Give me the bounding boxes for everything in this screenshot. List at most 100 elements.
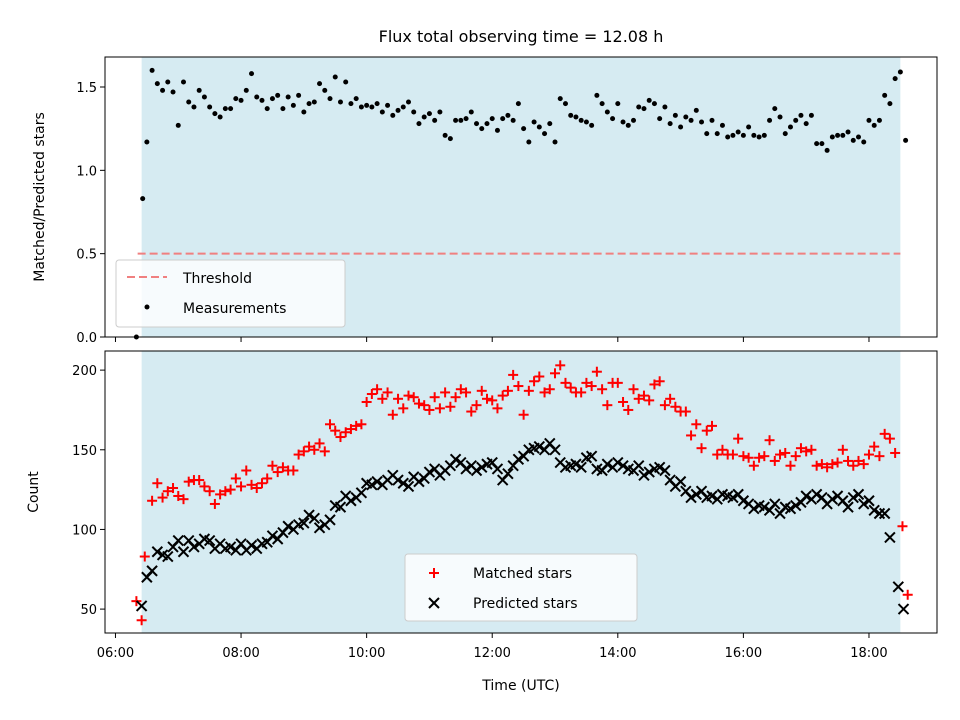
matched-star-point <box>775 449 786 460</box>
matched-star-point <box>858 459 869 470</box>
measurement-point <box>562 101 568 107</box>
legend-threshold-label: Threshold <box>182 271 252 287</box>
matched-star-point <box>476 385 487 396</box>
measurement-point <box>322 87 328 93</box>
legend-matched-swatch <box>429 568 439 578</box>
measurement-point <box>369 104 375 110</box>
measurement-point <box>542 131 548 137</box>
predicted-star-point <box>884 531 896 544</box>
measurement-point <box>426 111 432 117</box>
predicted-star-point <box>512 453 525 466</box>
predicted-star-point <box>392 474 404 486</box>
matched-star-point <box>361 396 372 407</box>
measurement-point <box>662 104 668 110</box>
measurement-point <box>489 116 495 122</box>
matched-star-point <box>398 403 409 414</box>
matched-star-point <box>304 441 315 452</box>
predicted-star-point <box>224 541 237 553</box>
measurement-point <box>217 114 223 120</box>
predicted-star-point <box>826 493 839 505</box>
matched-star-point <box>356 419 367 430</box>
predicted-star-point <box>570 458 582 470</box>
top-y-axis-label: Matched/Predicted stars <box>32 112 48 282</box>
matched-star-point <box>345 424 356 435</box>
measurement-point <box>709 117 715 123</box>
predicted-star-point <box>873 507 886 520</box>
measurement-point <box>243 87 249 93</box>
matched-star-point <box>748 460 759 471</box>
predicted-star-point <box>769 498 781 510</box>
measurement-point <box>385 102 391 108</box>
predicted-star-point <box>842 501 854 513</box>
matched-star-point <box>461 387 472 398</box>
predicted-star-point <box>659 464 671 477</box>
predicted-star-point <box>146 565 158 577</box>
measurement-point <box>144 139 150 145</box>
measurement-point <box>882 92 888 98</box>
matched-star-point <box>173 490 184 501</box>
matched-star-point <box>555 360 566 371</box>
matched-star-point <box>340 427 351 438</box>
measurement-point <box>756 134 762 140</box>
matched-star-point <box>440 387 451 398</box>
matched-star-point <box>382 387 393 398</box>
matched-star-point <box>502 385 513 396</box>
measurement-point <box>207 104 213 110</box>
measurement-point <box>280 106 286 112</box>
measurement-point <box>798 112 804 118</box>
measurement-point <box>238 97 244 103</box>
measurement-point <box>793 117 799 123</box>
bottom-axes-frame <box>104 350 938 634</box>
matched-star-point <box>152 478 163 489</box>
predicted-star-point <box>643 466 655 478</box>
matched-star-point <box>902 589 913 600</box>
measurement-point <box>474 121 480 127</box>
matched-star-point <box>136 615 147 626</box>
measurement-point <box>285 94 291 100</box>
predicted-star-point <box>502 467 514 480</box>
measurement-point <box>803 121 809 127</box>
measurement-point <box>379 109 385 115</box>
matched-star-point <box>147 495 158 506</box>
measurement-point <box>353 96 359 102</box>
predicted-star-point <box>397 477 409 489</box>
predicted-star-point <box>863 495 875 507</box>
top-y-tick-label: 1.0 <box>76 164 97 179</box>
measurement-point <box>249 71 255 77</box>
measurement-point <box>521 126 527 132</box>
measurement-point <box>165 79 171 85</box>
measurement-point <box>500 116 506 122</box>
matched-star-point <box>727 449 738 460</box>
matched-star-point <box>377 393 388 404</box>
matched-star-point <box>550 368 561 379</box>
matched-star-point <box>733 433 744 444</box>
measurement-point <box>259 97 265 103</box>
measurement-point <box>140 196 146 202</box>
measurement-point <box>547 121 553 127</box>
matched-star-point <box>785 460 796 471</box>
matched-star-point <box>262 473 273 484</box>
matched-star-point <box>863 449 874 460</box>
bottom-x-tick-label: 14:00 <box>599 646 636 661</box>
measurement-point <box>704 131 710 137</box>
bottom-legend: Matched stars Predicted stars <box>404 553 638 622</box>
matched-star-point <box>523 385 534 396</box>
matched-star-point <box>330 425 341 436</box>
measurement-point <box>254 94 260 100</box>
predicted-star-point <box>858 498 870 510</box>
matched-stars-layer <box>131 360 913 626</box>
matched-star-point <box>139 551 150 562</box>
matched-star-point <box>335 432 346 443</box>
matched-star-point <box>267 460 278 471</box>
matched-star-point <box>853 455 864 466</box>
predicted-star-point <box>308 512 321 524</box>
measurement-point <box>688 117 694 123</box>
measurement-point <box>463 116 469 122</box>
matched-star-point <box>366 389 377 400</box>
predicted-star-point <box>413 475 425 488</box>
predicted-star-point <box>690 488 703 501</box>
predicted-star-point <box>612 456 624 469</box>
measurement-point <box>196 87 202 93</box>
measurement-point <box>149 67 155 73</box>
measurement-point <box>160 87 166 93</box>
